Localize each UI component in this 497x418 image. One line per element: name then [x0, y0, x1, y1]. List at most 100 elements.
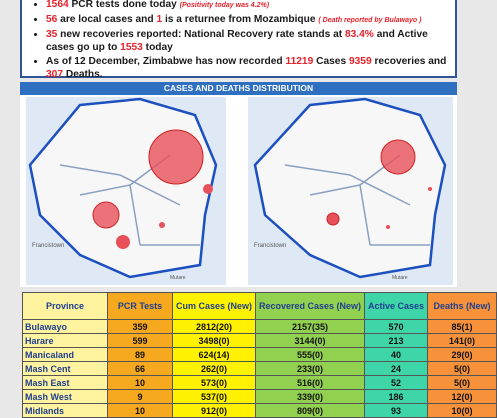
cell: Mash Cent: [22, 361, 108, 376]
header-cell: Deaths (New): [427, 292, 497, 320]
bullet: 56 are local cases and 1 is a returnee f…: [46, 13, 447, 27]
bullet-text: ( Death reported by Bulawayo ): [318, 17, 422, 24]
bullet-text: Cases: [313, 56, 349, 67]
cell: 66: [107, 361, 173, 376]
banner: CASES AND DEATHS DISTRIBUTION: [20, 82, 457, 95]
summary-box: 1564 PCR tests done today (Positivity to…: [20, 0, 457, 81]
province-lines: [59, 154, 200, 246]
cell: 12(0): [427, 389, 497, 404]
cell: 3144(0): [255, 333, 365, 348]
bullet-text: 35: [46, 29, 58, 40]
cell: 213: [364, 333, 428, 348]
cell: 516(0): [255, 375, 365, 390]
bullet-text: 1: [156, 14, 163, 25]
province-lines: [284, 154, 430, 246]
table-row: Manicaland 89 624(14) 555(0) 40 29(0): [22, 347, 497, 362]
bullet-list: 1564 PCR tests done today (Positivity to…: [30, 0, 447, 81]
table-row: Mash Cent 66 262(0) 233(0) 24 5(0): [22, 361, 497, 376]
bullet-text: As of 12 December, Zimbabwe has now reco…: [46, 56, 286, 67]
cell: 141(0): [427, 333, 497, 348]
province-table: Province PCR Tests Cum Cases (New) Recovere…: [22, 292, 497, 418]
circle: [386, 225, 390, 229]
header-cell: Cum Cases (New): [172, 292, 256, 320]
cell: 40: [364, 347, 428, 362]
cell: 359: [107, 319, 173, 334]
bullet-text: is a returnee from Mozambique: [162, 14, 319, 25]
circle: [116, 235, 130, 249]
cell: 85(1): [427, 319, 497, 334]
cell: 10: [107, 403, 173, 418]
table-row: Bulawayo 359 2812(20) 2157(35) 570 85(1): [22, 319, 497, 334]
bullet-text: 9359: [348, 56, 372, 67]
cell: 89: [107, 347, 173, 362]
cell: 262(0): [172, 361, 256, 376]
cell: 3498(0): [172, 333, 256, 348]
cell: 24: [364, 361, 428, 376]
cell: 624(14): [172, 347, 256, 362]
cell: 9: [107, 389, 173, 404]
bullet-text: (Positivity today was 4.2%): [179, 2, 270, 9]
circle: [92, 201, 120, 229]
bullet-text: 1564: [46, 0, 69, 10]
cell: 573(0): [172, 375, 256, 390]
map-label: Mutare: [170, 275, 186, 281]
map-label: Mutare: [392, 275, 408, 281]
table-row: Midlands 10 912(0) 809(0) 93 10(0): [22, 403, 497, 418]
cell: 2812(20): [172, 319, 256, 334]
cell: Bulawayo: [22, 319, 108, 334]
cell: Midlands: [22, 403, 108, 418]
bullet: As of 12 December, Zimbabwe has now reco…: [46, 55, 447, 81]
cell: 339(0): [255, 389, 365, 404]
table-row: Mash East 10 573(0) 516(0) 52 5(0): [22, 375, 497, 390]
cell: 186: [364, 389, 428, 404]
cell: 93: [364, 403, 428, 418]
cell: 29(0): [427, 347, 497, 362]
cell: 5(0): [427, 375, 497, 390]
header-cell: PCR Tests: [107, 292, 173, 320]
header-cell: Active Cases: [364, 292, 428, 320]
bullet: 35 new recoveries reported: National Rec…: [46, 28, 447, 54]
bullet-text: recoveries and: [371, 56, 447, 67]
circle: [203, 184, 213, 194]
cell: 570: [364, 319, 428, 334]
maps: Francistown Mutare Francistown Mutare: [20, 95, 457, 287]
bullet-text: 307: [46, 69, 63, 80]
bullet-text: 1553: [120, 42, 143, 53]
bullet: 1564 PCR tests done today (Positivity to…: [46, 0, 447, 12]
map-label: Francistown: [32, 243, 64, 249]
table-row: Mash West 9 537(0) 339(0) 186 12(0): [22, 389, 497, 404]
cell: 537(0): [172, 389, 256, 404]
bullet-text: are local cases and: [57, 14, 157, 25]
cell: 912(0): [172, 403, 256, 418]
cell: 599: [107, 333, 173, 348]
cell: Mash East: [22, 375, 108, 390]
bullet-text: new recoveries reported: National Recove…: [57, 29, 345, 40]
circle: [148, 129, 204, 185]
map-label: Francistown: [254, 243, 286, 249]
cell: 2157(35): [255, 319, 365, 334]
circle: [326, 212, 340, 226]
bullet-text: PCR tests done today: [68, 0, 180, 10]
circle: [380, 139, 416, 175]
header-cell: Province: [22, 292, 108, 320]
bullet-text: Deaths.: [63, 69, 103, 80]
cell: 10(0): [427, 403, 497, 418]
cell: 233(0): [255, 361, 365, 376]
map-left: Francistown Mutare: [26, 97, 226, 285]
circle: [428, 187, 432, 191]
cell: Mash West: [22, 389, 108, 404]
table-row: Harare 599 3498(0) 3144(0) 213 141(0): [22, 333, 497, 348]
cell: 5(0): [427, 361, 497, 376]
bullet-text: 56: [46, 14, 58, 25]
bullet-text: today: [142, 42, 173, 53]
bullet-text: and Active cases go up to: [46, 29, 428, 53]
cell: 52: [364, 375, 428, 390]
cell: Manicaland: [22, 347, 108, 362]
header-cell: Recovered Cases (New): [255, 292, 365, 320]
bullet-text: 83.4%: [344, 29, 374, 40]
cell: 10: [107, 375, 173, 390]
cell: 555(0): [255, 347, 365, 362]
map-right: Francistown Mutare: [248, 97, 453, 285]
circle: [159, 222, 165, 228]
